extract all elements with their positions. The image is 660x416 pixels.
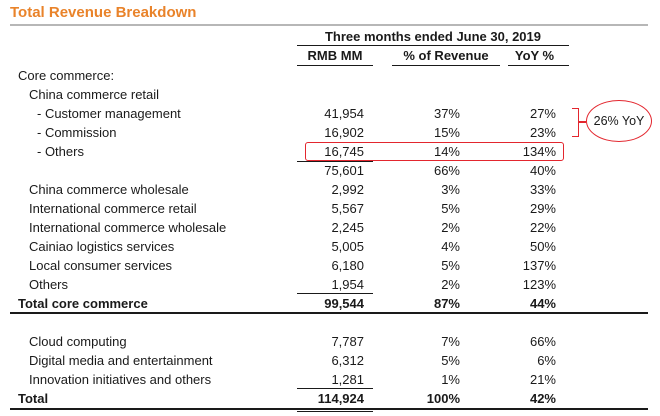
row-label: Innovation initiatives and others [29,372,212,387]
percent-value: 87% [433,296,460,311]
subtotal-rule [297,161,373,162]
table-row: Cloud computing 7,787 7% 66% [0,332,660,351]
row-label: Cloud computing [29,334,127,349]
yoy-value: 6% [537,353,556,368]
page-title: Total Revenue Breakdown [10,4,197,21]
table-row: Digital media and entertainment 6,312 5%… [0,351,660,370]
subtotal-rule [297,293,373,294]
rmb-value: 5,005 [331,239,364,254]
percent-value: 3% [441,182,460,197]
percent-value: 5% [441,258,460,273]
yoy-value: 123% [522,277,556,292]
table-bottom-border [10,408,648,410]
rmb-value: 114,924 [317,391,364,406]
column-header-yoy: YoY % [514,48,555,63]
yoy-value: 66% [529,334,556,349]
column-header-rmb: RMB MM [307,48,363,63]
row-label: Cainiao logistics services [29,239,175,254]
row-label: - Commission [37,125,117,140]
table-row: 75,601 66% 40% [0,161,660,180]
table-row: International commerce retail 5,567 5% 2… [0,199,660,218]
table-row: - Others 16,745 14% 134% [0,142,660,161]
row-label: Local consumer services [29,258,173,273]
rmb-value: 2,992 [331,182,364,197]
bracket-annotation [572,108,579,137]
table-row: - Customer management 41,954 37% 27% [0,104,660,123]
rmb-value: 6,180 [331,258,364,273]
rmb-value: 1,954 [331,277,364,292]
rmb-value: 1,281 [331,372,364,387]
table-row: Innovation initiatives and others 1,281 … [0,370,660,389]
yoy-value: 21% [529,372,556,387]
row-label: Core commerce: [18,68,115,83]
yoy-value: 42% [529,391,556,406]
percent-value: 5% [441,353,460,368]
title-divider [10,24,648,26]
column-header-rule-rmb [297,65,373,66]
row-label: Total [18,391,49,406]
rmb-value: 6,312 [331,353,364,368]
table-row: Others 1,954 2% 123% [0,275,660,294]
percent-value: 5% [441,201,460,216]
percent-value: 100% [426,391,460,406]
yoy-callout: 26% YoY [586,100,652,142]
table-row: China commerce wholesale 2,992 3% 33% [0,180,660,199]
yoy-value: 44% [529,296,556,311]
table-row: International commerce wholesale 2,245 2… [0,218,660,237]
yoy-value: 23% [529,125,556,140]
row-label: China commerce wholesale [29,182,189,197]
percent-value: 14% [433,144,460,159]
yoy-value: 40% [529,163,556,178]
row-label: Others [29,277,69,292]
period-header-underline [297,45,569,46]
rmb-value: 16,902 [324,125,364,140]
percent-value: 37% [433,106,460,121]
row-label: International commerce retail [29,201,197,216]
table-row: Cainiao logistics services 5,005 4% 50% [0,237,660,256]
rmb-value: 5,567 [331,201,364,216]
percent-value: 2% [441,220,460,235]
yoy-value: 33% [529,182,556,197]
row-label: Digital media and entertainment [29,353,213,368]
yoy-value: 134% [522,144,556,159]
rmb-value: 75,601 [324,163,364,178]
yoy-value: 29% [529,201,556,216]
rmb-value: 2,245 [331,220,364,235]
section-divider [10,312,648,314]
row-label: Total core commerce [18,296,148,311]
column-header-percent-revenue: % of Revenue [403,48,489,63]
column-header-rule-yoy [508,65,569,66]
yoy-value: 27% [529,106,556,121]
table-row-total-core: Total core commerce 99,544 87% 44% [0,294,660,313]
total-rule-top [297,388,373,389]
percent-value: 1% [441,372,460,387]
total-rule-bottom-2 [297,411,373,412]
table-row: Core commerce: [0,66,660,85]
row-label: - Others [37,144,84,159]
table-row-total: Total 114,924 100% 42% [0,389,660,408]
yoy-value: 22% [529,220,556,235]
percent-value: 2% [441,277,460,292]
percent-value: 7% [441,334,460,349]
row-label: - Customer management [37,106,181,121]
percent-value: 4% [441,239,460,254]
bracket-pointer [579,121,586,123]
highlight-box-others [305,142,564,161]
rmb-value: 16,745 [324,144,364,159]
period-header: Three months ended June 30, 2019 [324,29,542,44]
percent-value: 15% [433,125,460,140]
table-row: - Commission 16,902 15% 23% [0,123,660,142]
rmb-value: 99,544 [324,296,364,311]
column-header-rule-percent [392,65,500,66]
row-label: International commerce wholesale [29,220,227,235]
yoy-value: 50% [529,239,556,254]
yoy-value: 137% [522,258,556,273]
table-row: China commerce retail [0,85,660,104]
percent-value: 66% [433,163,460,178]
rmb-value: 41,954 [324,106,364,121]
row-label: China commerce retail [29,87,160,102]
table-row: Local consumer services 6,180 5% 137% [0,256,660,275]
rmb-value: 7,787 [331,334,364,349]
